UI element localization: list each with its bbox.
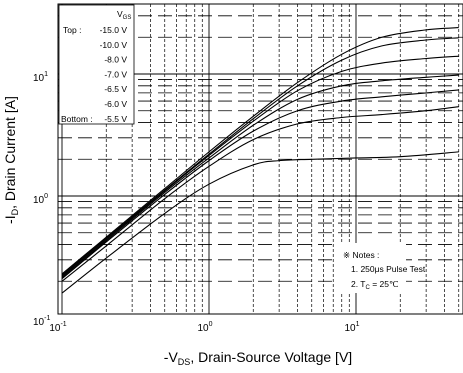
x-tick-label: 10-1	[49, 321, 66, 334]
series-line	[61, 151, 459, 294]
x-tick-label: 101	[344, 321, 359, 334]
notes: ※ Notes : 1. 250μs Pulse Test 2. TC = 25…	[338, 243, 426, 293]
series-line	[61, 106, 459, 282]
grid	[58, 4, 463, 314]
legend-top-label: Top :	[63, 25, 81, 35]
notes-title: ※ Notes :	[343, 250, 379, 260]
y-tick-label: 100	[33, 193, 48, 206]
legend-header: VGS	[117, 9, 131, 21]
legend-box	[58, 4, 135, 125]
legend-bottom-label: Bottom :	[61, 114, 93, 124]
x-tick-label: 100	[197, 321, 212, 334]
notes-box	[338, 243, 406, 293]
legend-entry: -5.5 V	[104, 114, 127, 124]
legend-entry: -15.0 V	[100, 25, 128, 35]
notes-line-1: 1. 250μs Pulse Test	[351, 264, 426, 274]
tick-labels: 10-1 100 101 10-1 100 101	[33, 71, 360, 334]
y-axis-label: -ID, Drain Current [A]	[2, 96, 20, 224]
y-tick-label: 10-1	[33, 315, 50, 328]
legend: VGS Top : Bottom : -15.0 V -10.0 V -8.0 V -…	[58, 4, 135, 125]
notes-line-2: 2. TC = 25℃	[351, 279, 399, 291]
series-line	[61, 55, 459, 277]
series	[61, 27, 459, 294]
legend-entry: -6.0 V	[104, 99, 127, 109]
y-tick-label: 101	[33, 71, 48, 84]
series-line	[61, 89, 459, 280]
legend-entry: -6.5 V	[104, 84, 127, 94]
plot-frame	[57, 3, 463, 315]
series-line	[61, 27, 459, 275]
legend-entry: -10.0 V	[100, 40, 128, 50]
legend-entry: -7.0 V	[104, 69, 127, 79]
series-line	[61, 74, 459, 278]
series-line	[61, 37, 459, 276]
legend-entry: -8.0 V	[104, 55, 127, 65]
x-axis-label: -VDS, Drain-Source Voltage [V]	[164, 349, 352, 367]
